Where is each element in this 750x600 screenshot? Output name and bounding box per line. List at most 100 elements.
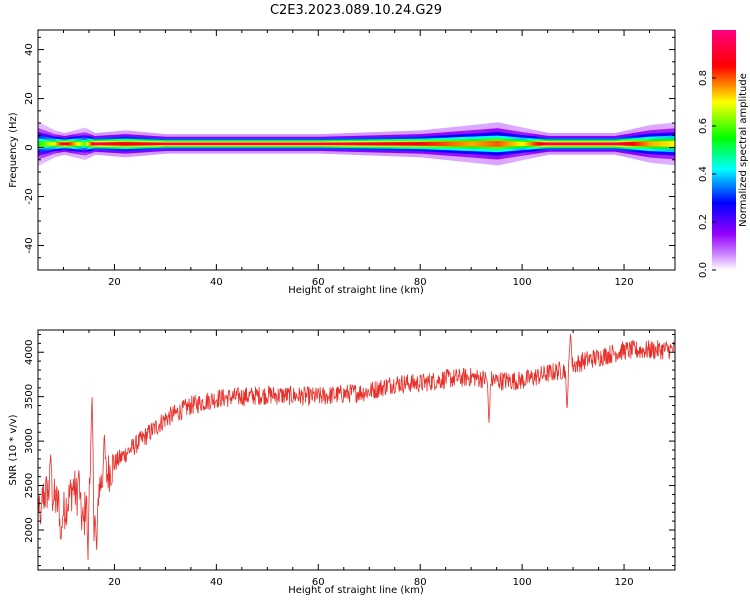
heatmap-cell xyxy=(434,141,437,146)
heatmap-cell xyxy=(92,142,95,146)
heatmap-cell xyxy=(460,141,463,147)
heatmap-cell xyxy=(272,142,275,146)
heatmap-cell xyxy=(124,142,127,146)
snr-ytick-label: 3000 xyxy=(24,428,35,453)
heatmap-cell xyxy=(476,141,479,147)
heatmap-cell xyxy=(658,141,661,147)
heatmap-cell xyxy=(532,141,535,146)
heatmap-cell xyxy=(324,142,327,146)
heatmap-cell xyxy=(192,142,195,146)
heatmap-cell xyxy=(522,141,525,147)
heatmap-cell xyxy=(412,142,415,146)
heatmap-cell xyxy=(64,142,67,146)
heatmap-cell xyxy=(128,142,131,146)
heatmap-cell xyxy=(216,142,219,146)
heatmap-cell xyxy=(380,142,383,146)
spectrogram-xtick-label: 60 xyxy=(312,277,325,288)
heatmap-cell xyxy=(592,142,595,146)
spectrogram-xtick-label: 120 xyxy=(614,277,633,288)
colorbar-tick-label: 0.0 xyxy=(698,262,709,278)
heatmap-cell xyxy=(50,141,53,146)
heatmap-cell xyxy=(566,142,569,146)
heatmap-cell xyxy=(606,142,609,146)
heatmap-cell xyxy=(156,142,159,146)
heatmap-cell xyxy=(634,141,637,146)
heatmap-cell xyxy=(262,142,265,146)
heatmap-cell xyxy=(650,141,653,147)
heatmap-cell xyxy=(308,142,311,146)
snr-ytick-label: 3500 xyxy=(24,384,35,409)
heatmap-cell xyxy=(368,142,371,146)
heatmap-cell xyxy=(632,141,635,146)
heatmap-cell xyxy=(578,142,581,146)
heatmap-cell xyxy=(332,142,335,146)
heatmap-cell xyxy=(598,142,601,146)
heatmap-cell xyxy=(496,140,499,147)
heatmap-cell xyxy=(614,142,617,146)
heatmap-cell xyxy=(80,141,83,146)
heatmap-cell xyxy=(570,142,573,146)
heatmap-cell xyxy=(542,142,545,146)
heatmap-cell xyxy=(44,141,47,147)
heatmap-cell xyxy=(292,142,295,146)
snr-xtick-label: 60 xyxy=(312,577,325,588)
heatmap-cell xyxy=(314,142,317,146)
heatmap-cell xyxy=(630,141,633,146)
heatmap-cell xyxy=(350,142,353,146)
heatmap-cell xyxy=(558,142,561,146)
heatmap-cell xyxy=(386,142,389,146)
spectrogram-ylabel: Frequency (Hz) xyxy=(8,112,19,188)
heatmap-cell xyxy=(48,141,51,147)
heatmap-cell xyxy=(406,142,409,146)
heatmap-cell xyxy=(108,142,111,146)
heatmap-cell xyxy=(516,141,519,147)
heatmap-cell xyxy=(346,142,349,146)
heatmap-cell xyxy=(374,142,377,146)
heatmap-cell xyxy=(218,142,221,146)
heatmap-cell xyxy=(56,142,59,146)
heatmap-cell xyxy=(98,142,101,146)
heatmap-cell xyxy=(200,142,203,146)
heatmap-cell xyxy=(620,142,623,146)
heatmap-cell xyxy=(226,142,229,146)
heatmap-cell xyxy=(402,142,405,146)
heatmap-cell xyxy=(106,142,109,146)
heatmap-cell xyxy=(640,141,643,147)
heatmap-cell xyxy=(430,141,433,146)
heatmap-cell xyxy=(548,142,551,146)
heatmap-cell xyxy=(336,142,339,146)
heatmap-cell xyxy=(228,142,231,146)
heatmap-cell xyxy=(40,141,43,147)
heatmap-cell xyxy=(370,142,373,146)
heatmap-cell xyxy=(462,141,465,147)
heatmap-cell xyxy=(670,141,673,147)
heatmap-cell xyxy=(540,142,543,146)
heatmap-cell xyxy=(514,141,517,147)
heatmap-cell xyxy=(316,142,319,146)
heatmap-cell xyxy=(622,142,625,146)
heatmap-cell xyxy=(170,142,173,146)
heatmap-cell xyxy=(568,142,571,146)
heatmap-cell xyxy=(616,142,619,146)
heatmap-cell xyxy=(180,142,183,146)
heatmap-cell xyxy=(404,142,407,146)
heatmap-cell xyxy=(322,142,325,146)
heatmap-cell xyxy=(454,141,457,147)
heatmap-cell xyxy=(372,142,375,146)
heatmap-cell xyxy=(134,142,137,146)
heatmap-cell xyxy=(646,141,649,147)
heatmap-cell xyxy=(318,142,321,146)
heatmap-cell xyxy=(258,142,261,146)
heatmap-cell xyxy=(512,141,515,147)
heatmap-cell xyxy=(660,141,663,147)
heatmap-cell xyxy=(440,141,443,146)
snr-xtick-label: 80 xyxy=(414,577,427,588)
heatmap-cell xyxy=(358,142,361,146)
heatmap-cell xyxy=(388,142,391,146)
heatmap-cell xyxy=(132,142,135,146)
heatmap-cell xyxy=(150,142,153,146)
heatmap-cell xyxy=(250,142,253,146)
heatmap-cell xyxy=(172,142,175,146)
heatmap-cell xyxy=(252,142,255,146)
heatmap-cell xyxy=(240,142,243,146)
